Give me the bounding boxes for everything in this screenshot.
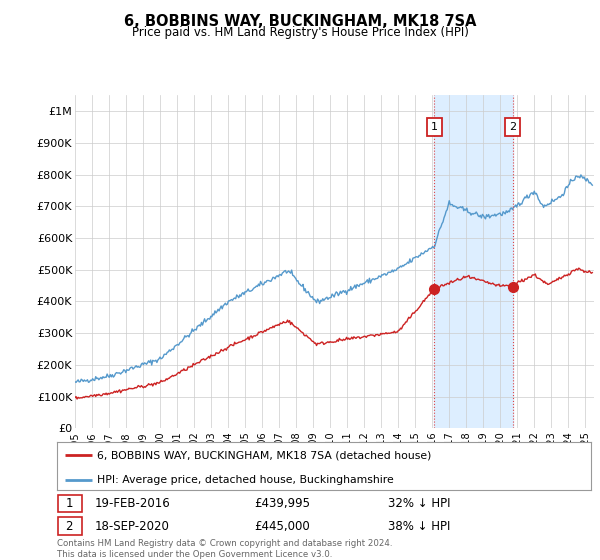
Bar [58,495,82,512]
Bar [58,517,82,535]
Text: HPI: Average price, detached house, Buckinghamshire: HPI: Average price, detached house, Buck… [97,474,394,484]
Text: 2: 2 [65,520,73,533]
Text: 1: 1 [431,122,438,132]
Text: 2: 2 [509,122,516,132]
Text: 32% ↓ HPI: 32% ↓ HPI [388,497,451,510]
Text: 6, BOBBINS WAY, BUCKINGHAM, MK18 7SA (detached house): 6, BOBBINS WAY, BUCKINGHAM, MK18 7SA (de… [97,450,431,460]
Text: 18-SEP-2020: 18-SEP-2020 [94,520,169,533]
Text: 19-FEB-2016: 19-FEB-2016 [94,497,170,510]
Text: Contains HM Land Registry data © Crown copyright and database right 2024.
This d: Contains HM Land Registry data © Crown c… [57,539,392,559]
Text: £439,995: £439,995 [254,497,311,510]
Text: Price paid vs. HM Land Registry's House Price Index (HPI): Price paid vs. HM Land Registry's House … [131,26,469,39]
Text: £445,000: £445,000 [254,520,310,533]
Text: 38% ↓ HPI: 38% ↓ HPI [388,520,451,533]
Text: 6, BOBBINS WAY, BUCKINGHAM, MK18 7SA: 6, BOBBINS WAY, BUCKINGHAM, MK18 7SA [124,14,476,29]
Text: 1: 1 [65,497,73,510]
Bar [434,95,512,428]
